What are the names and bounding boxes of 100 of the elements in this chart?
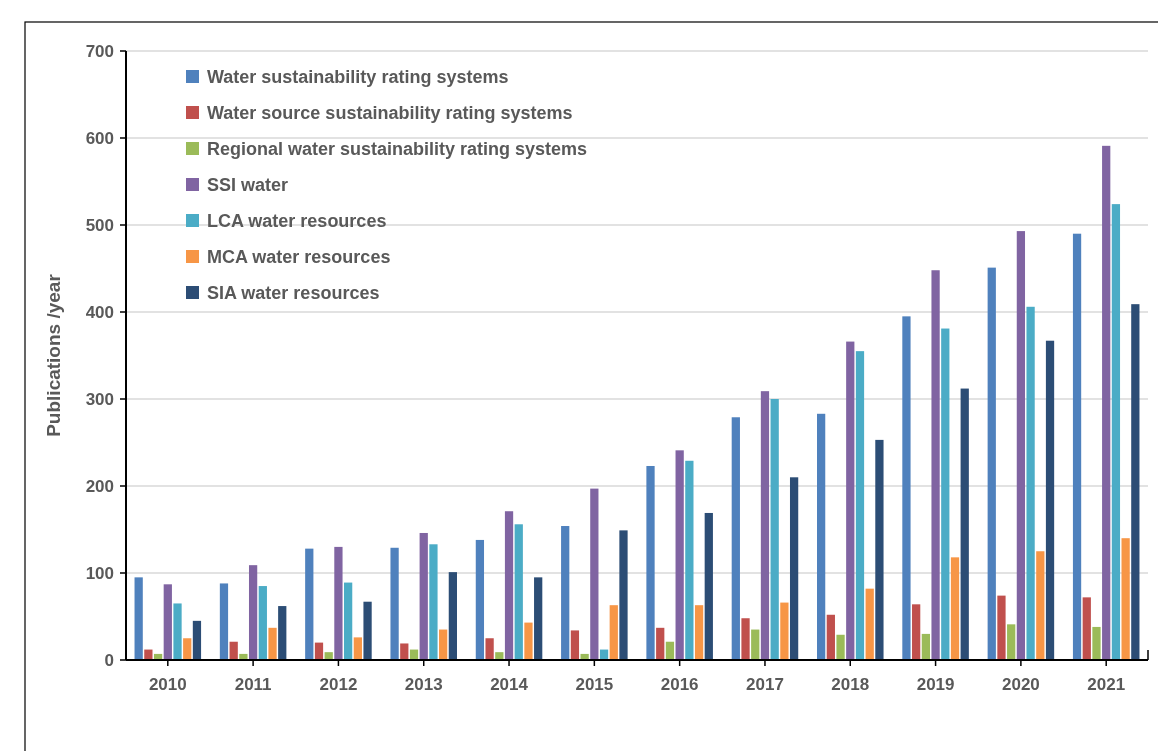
y-tick-label: 700 — [85, 41, 114, 61]
bar — [344, 582, 353, 660]
y-tick-label: 300 — [85, 389, 114, 409]
bar — [475, 539, 485, 660]
bar — [987, 267, 996, 660]
bar — [704, 512, 713, 660]
bar — [504, 511, 514, 660]
bar — [239, 653, 248, 660]
bar — [305, 548, 314, 660]
x-tick-label: 2012 — [319, 675, 358, 694]
x-tick-label: 2015 — [575, 675, 614, 694]
legend-label: MCA water resources — [207, 247, 391, 268]
bar — [817, 413, 826, 660]
y-tick-label: 600 — [85, 128, 114, 148]
bar — [278, 606, 287, 660]
y-tick-label: 500 — [85, 215, 114, 235]
bar — [760, 391, 770, 660]
bar — [1121, 538, 1130, 660]
bar — [1072, 233, 1082, 660]
bar — [646, 465, 655, 660]
x-tick-label: 2013 — [404, 675, 443, 694]
bar — [439, 629, 448, 660]
bar — [846, 341, 855, 660]
bar — [353, 637, 362, 660]
bar — [912, 604, 921, 660]
x-tick-label: 2020 — [1001, 675, 1040, 694]
bar — [741, 618, 750, 660]
bar — [334, 546, 343, 660]
y-tick-label: 100 — [85, 563, 114, 583]
bar — [902, 316, 911, 660]
x-tick-label: 2016 — [660, 675, 699, 694]
bar — [931, 270, 940, 660]
x-tick-label: 2011 — [234, 675, 272, 694]
y-axis-title: Publications /year — [43, 273, 64, 437]
x-tick-label: 2010 — [148, 675, 187, 694]
bar — [609, 605, 618, 660]
bar — [770, 399, 779, 660]
bar — [1036, 551, 1045, 660]
bar — [268, 627, 277, 660]
bar — [619, 530, 628, 660]
bar — [1092, 626, 1101, 660]
bar — [731, 417, 740, 660]
bar — [400, 643, 409, 660]
x-tick-label: 2021 — [1087, 675, 1126, 694]
bar — [534, 577, 543, 660]
bar — [514, 524, 523, 660]
y-tick-label: 400 — [85, 302, 114, 322]
bar — [1082, 597, 1091, 660]
bar — [390, 547, 399, 660]
bar — [694, 605, 704, 660]
bar — [675, 450, 684, 660]
legend-label: LCA water resources — [207, 211, 387, 232]
bar — [751, 629, 760, 660]
bar — [960, 388, 969, 660]
bar — [941, 328, 950, 660]
x-tick-label: 2019 — [916, 675, 955, 694]
legend-label: Water sustainability rating systems — [207, 67, 509, 88]
bar — [921, 633, 930, 660]
bar — [780, 602, 789, 660]
bar — [248, 565, 258, 660]
bar — [875, 439, 884, 660]
bar — [855, 351, 865, 660]
bar — [789, 477, 799, 660]
legend-label: SSI water — [207, 175, 289, 196]
bar — [419, 532, 428, 660]
bar — [363, 601, 372, 660]
bar — [1111, 204, 1121, 660]
bar — [1016, 231, 1026, 660]
bar — [192, 620, 202, 660]
bar — [826, 614, 835, 660]
bar — [134, 577, 143, 660]
legend-label: Water source sustainability rating systems — [207, 103, 573, 124]
bar — [1026, 306, 1035, 660]
bar — [656, 627, 665, 660]
bar — [590, 488, 599, 660]
bar — [570, 630, 580, 660]
bar — [836, 634, 845, 660]
x-tick-label: 2014 — [490, 675, 529, 694]
bar — [950, 557, 960, 660]
x-tick-label: 2017 — [746, 675, 784, 694]
bar — [997, 595, 1006, 660]
legend-label: Regional water sustainability rating systems — [207, 139, 588, 160]
bar — [448, 572, 457, 660]
legend-label: SIA water resources — [207, 283, 380, 304]
bar — [229, 641, 238, 660]
bar — [258, 586, 267, 660]
bar — [1045, 340, 1055, 660]
x-tick-label: 2018 — [831, 675, 870, 694]
bar — [524, 622, 533, 660]
bar — [1131, 304, 1140, 660]
y-tick-label: 200 — [85, 476, 114, 496]
bar — [665, 641, 675, 660]
y-tick-label: 0 — [104, 650, 114, 670]
bar — [429, 544, 438, 660]
bar — [485, 638, 494, 660]
bar — [173, 603, 182, 660]
bar — [1007, 624, 1016, 660]
bar — [561, 526, 570, 660]
bar — [1102, 145, 1111, 660]
bar — [183, 638, 192, 660]
